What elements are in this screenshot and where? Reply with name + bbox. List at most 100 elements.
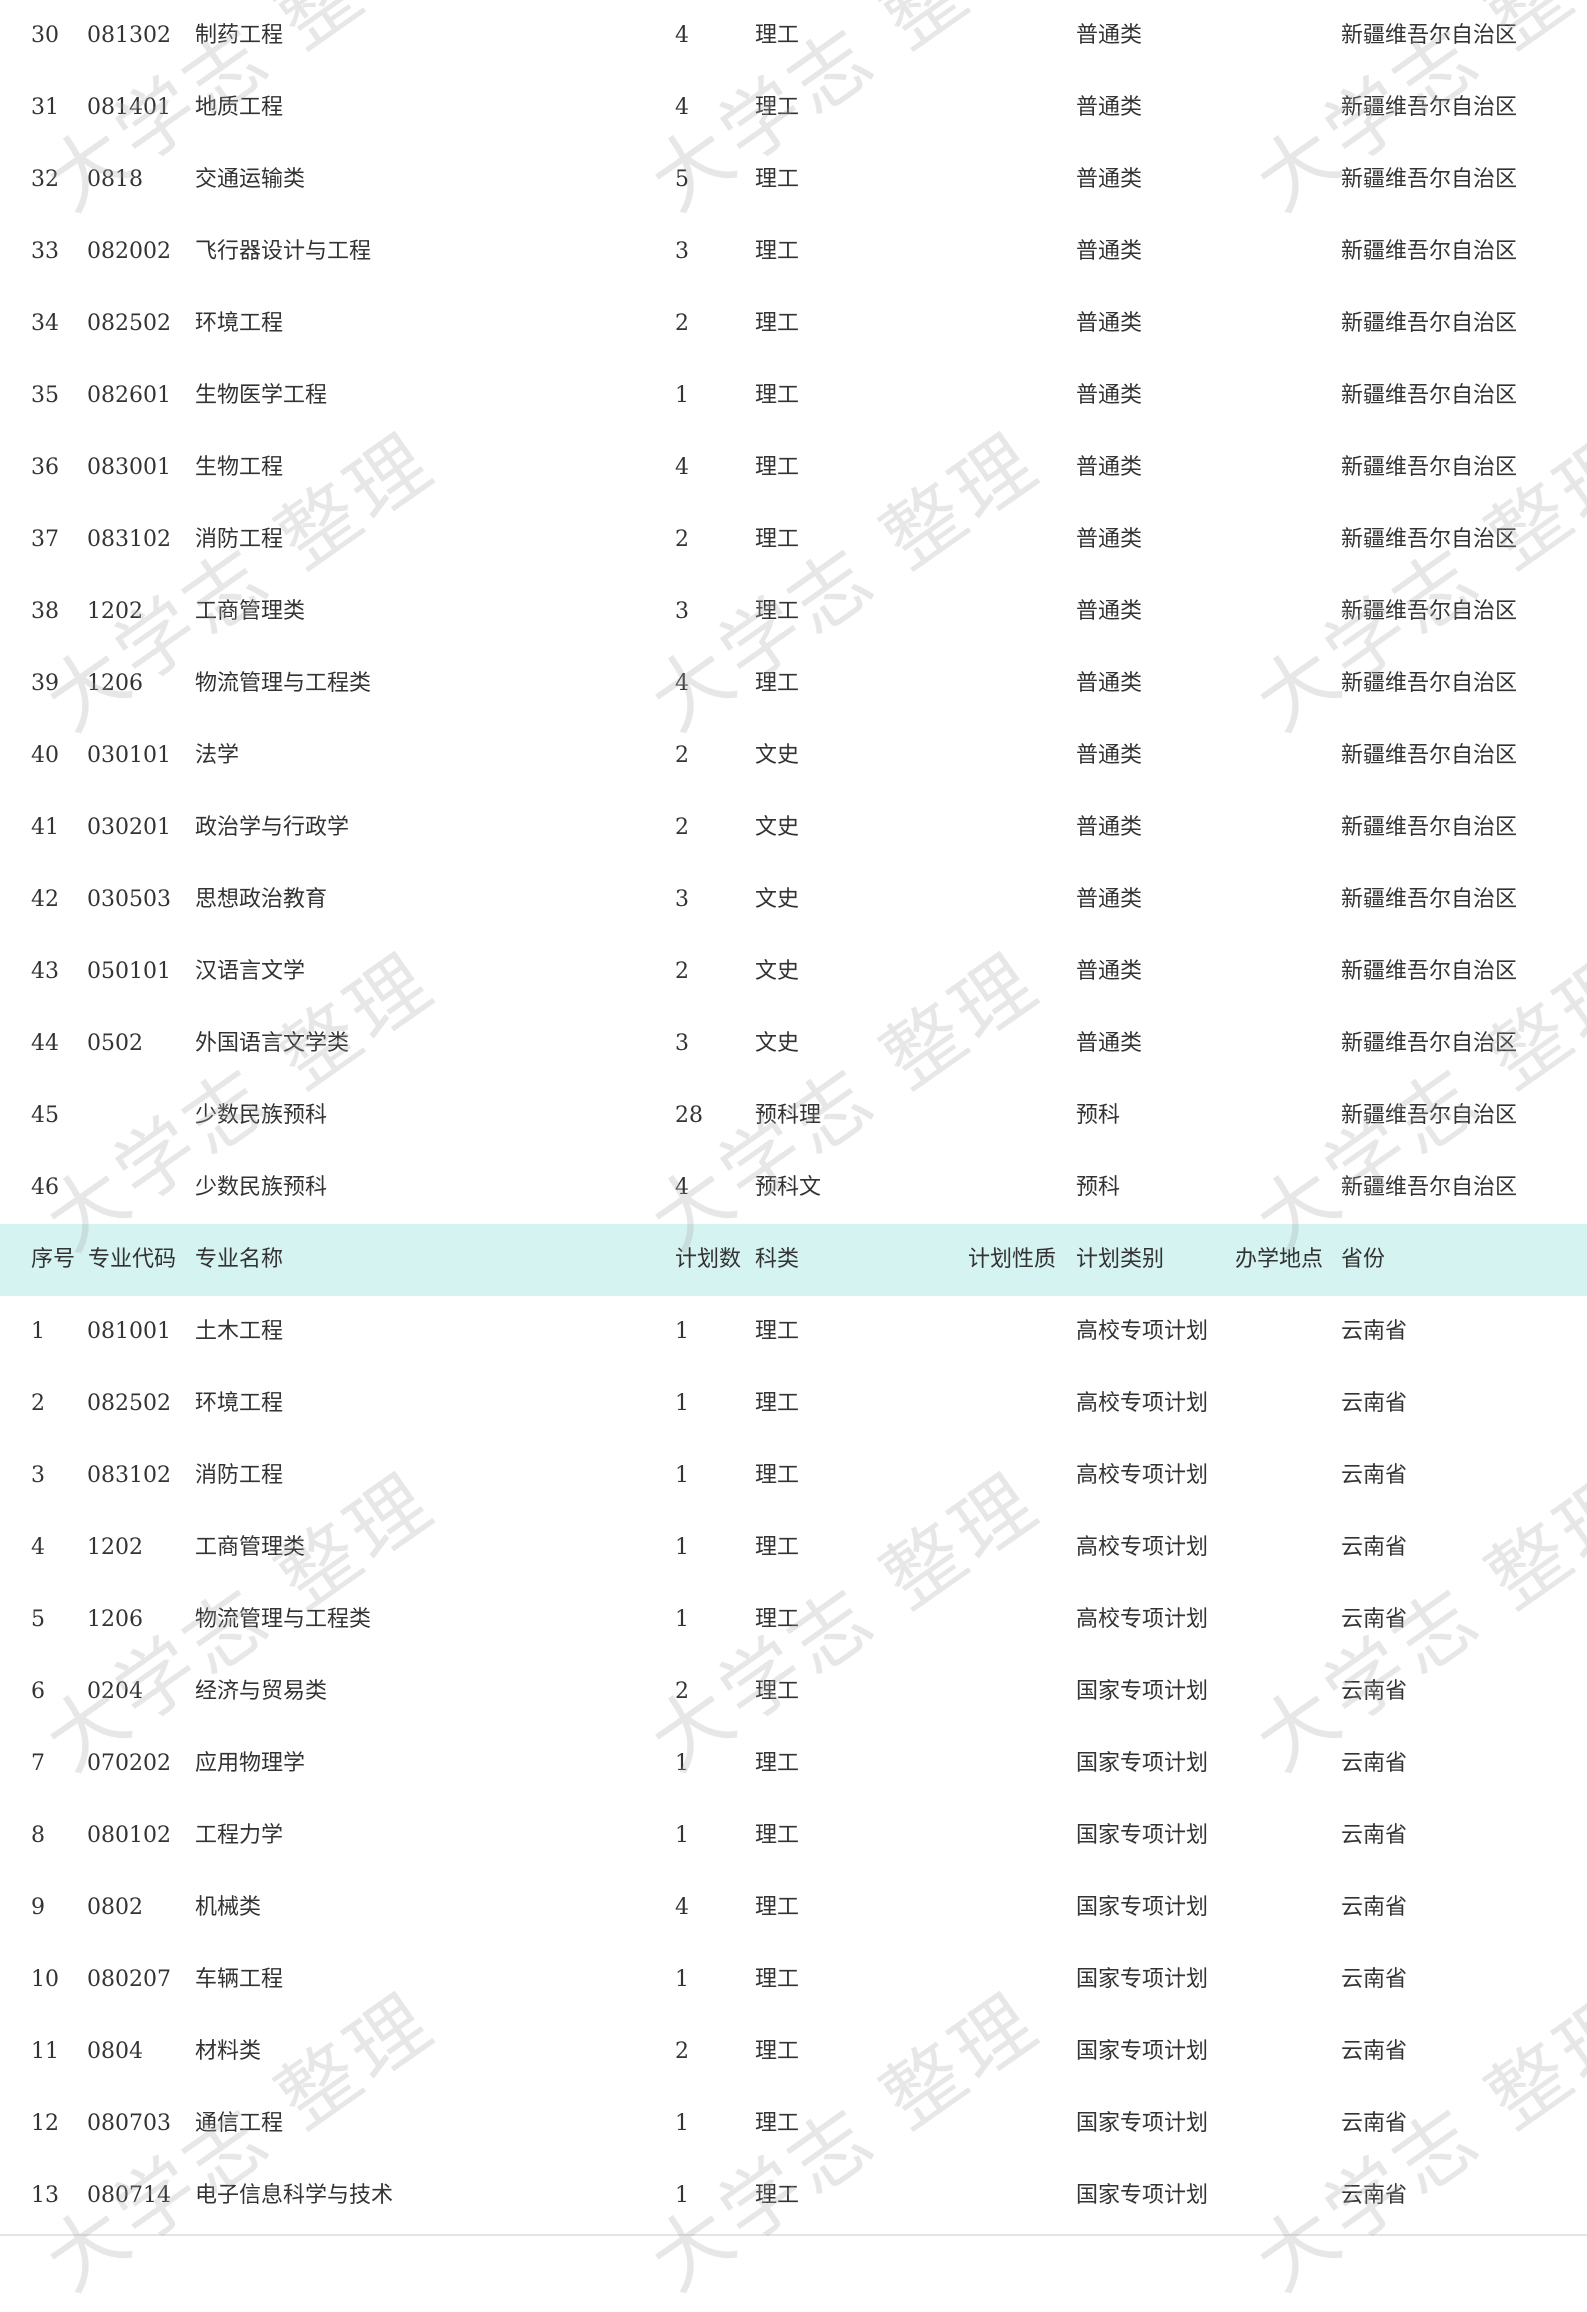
cell-plan-count: 4 [675,23,689,48]
cell-plan-type: 国家专项计划 [1076,1679,1209,1704]
cell-province: 云南省 [1341,1751,1408,1776]
cell-plan-type: 高校专项计划 [1076,1607,1209,1632]
cell-major-code: 0502 [87,1031,143,1056]
cell-province: 云南省 [1341,1679,1408,1704]
cell-plan-count: 3 [675,239,689,264]
cell-seq: 41 [31,815,59,840]
cell-plan-count: 3 [675,1031,689,1056]
cell-major-code: 1206 [87,671,143,696]
cell-plan-type: 普通类 [1076,599,1143,624]
column-header: 序号 [31,1247,76,1272]
cell-province: 云南省 [1341,2183,1408,2208]
cell-province: 新疆维吾尔自治区 [1341,311,1518,336]
column-header: 省份 [1341,1247,1386,1272]
cell-plan-type: 国家专项计划 [1076,2039,1209,2064]
table-row: 39 1206 物流管理与工程类 4 理工 普通类 新疆维吾尔自治区 [0,648,1587,720]
cell-seq: 39 [31,671,59,696]
cell-subject-category: 理工 [755,2183,800,2208]
cell-plan-type: 普通类 [1076,743,1143,768]
table-row: 1 081001 土木工程 1 理工 高校专项计划 云南省 [0,1296,1587,1368]
cell-major-code: 030101 [87,743,171,768]
table-row: 5 1206 物流管理与工程类 1 理工 高校专项计划 云南省 [0,1584,1587,1656]
cell-subject-category: 文史 [755,743,800,768]
cell-seq: 1 [31,1319,45,1344]
cell-subject-category: 理工 [755,1535,800,1560]
cell-province: 新疆维吾尔自治区 [1341,1175,1518,1200]
cell-plan-type: 高校专项计划 [1076,1319,1209,1344]
cell-plan-type: 普通类 [1076,95,1143,120]
cell-plan-count: 2 [675,815,689,840]
table-row: 34 082502 环境工程 2 理工 普通类 新疆维吾尔自治区 [0,288,1587,360]
cell-subject-category: 理工 [755,1967,800,1992]
cell-plan-type: 普通类 [1076,671,1143,696]
cell-province: 云南省 [1341,1391,1408,1416]
cell-province: 新疆维吾尔自治区 [1341,95,1518,120]
cell-plan-count: 1 [675,1535,689,1560]
table-row: 3 083102 消防工程 1 理工 高校专项计划 云南省 [0,1440,1587,1512]
cell-plan-count: 4 [675,1175,689,1200]
cell-major-name: 电子信息科学与技术 [195,2183,394,2208]
cell-subject-category: 理工 [755,167,800,192]
column-header: 计划数 [675,1247,742,1272]
table-bottom-border [0,2234,1587,2236]
column-header: 专业代码 [88,1247,177,1272]
column-header: 办学地点 [1235,1247,1324,1272]
cell-province: 云南省 [1341,1895,1408,1920]
cell-major-code: 083001 [87,455,171,480]
cell-plan-type: 高校专项计划 [1076,1535,1209,1560]
cell-major-code: 0802 [87,1895,143,1920]
cell-plan-type: 国家专项计划 [1076,1823,1209,1848]
cell-seq: 10 [31,1967,59,1992]
table-row: 13 080714 电子信息科学与技术 1 理工 国家专项计划 云南省 [0,2160,1587,2232]
cell-province: 新疆维吾尔自治区 [1341,239,1518,264]
cell-major-code: 030201 [87,815,171,840]
cell-subject-category: 预科理 [755,1103,822,1128]
cell-subject-category: 理工 [755,671,800,696]
cell-subject-category: 理工 [755,1607,800,1632]
cell-plan-count: 2 [675,959,689,984]
cell-seq: 30 [31,23,59,48]
table-row: 38 1202 工商管理类 3 理工 普通类 新疆维吾尔自治区 [0,576,1587,648]
table-row: 45 少数民族预科 28 预科理 预科 新疆维吾尔自治区 [0,1080,1587,1152]
cell-major-name: 通信工程 [195,2111,284,2136]
cell-plan-type: 普通类 [1076,1031,1143,1056]
cell-province: 新疆维吾尔自治区 [1341,959,1518,984]
cell-plan-type: 普通类 [1076,815,1143,840]
cell-major-name: 材料类 [195,2039,262,2064]
cell-province: 云南省 [1341,2039,1408,2064]
column-header: 计划类别 [1076,1247,1165,1272]
cell-seq: 33 [31,239,59,264]
cell-plan-type: 普通类 [1076,23,1143,48]
cell-seq: 6 [31,1679,45,1704]
cell-seq: 7 [31,1751,45,1776]
cell-plan-count: 1 [675,1463,689,1488]
cell-plan-type: 普通类 [1076,455,1143,480]
cell-major-code: 1206 [87,1607,143,1632]
cell-major-code: 0804 [87,2039,143,2064]
cell-province: 新疆维吾尔自治区 [1341,383,1518,408]
cell-plan-count: 4 [675,455,689,480]
cell-plan-type: 普通类 [1076,527,1143,552]
cell-subject-category: 理工 [755,1463,800,1488]
cell-major-code: 081302 [87,23,171,48]
table-row: 35 082601 生物医学工程 1 理工 普通类 新疆维吾尔自治区 [0,360,1587,432]
cell-plan-count: 3 [675,887,689,912]
table-header: 序号 专业代码 专业名称 计划数 科类 计划性质 计划类别 办学地点 省份 [0,1224,1587,1296]
cell-plan-type: 普通类 [1076,959,1143,984]
table-row: 9 0802 机械类 4 理工 国家专项计划 云南省 [0,1872,1587,1944]
cell-subject-category: 文史 [755,959,800,984]
cell-seq: 44 [31,1031,59,1056]
cell-major-code: 1202 [87,1535,143,1560]
cell-major-code: 080102 [87,1823,171,1848]
cell-plan-count: 1 [675,2183,689,2208]
cell-major-code: 050101 [87,959,171,984]
cell-seq: 35 [31,383,59,408]
cell-subject-category: 理工 [755,1319,800,1344]
cell-plan-type: 国家专项计划 [1076,2183,1209,2208]
cell-major-name: 应用物理学 [195,1751,306,1776]
cell-province: 新疆维吾尔自治区 [1341,1031,1518,1056]
cell-province: 新疆维吾尔自治区 [1341,599,1518,624]
cell-subject-category: 理工 [755,1391,800,1416]
cell-plan-count: 1 [675,1823,689,1848]
cell-province: 新疆维吾尔自治区 [1341,671,1518,696]
